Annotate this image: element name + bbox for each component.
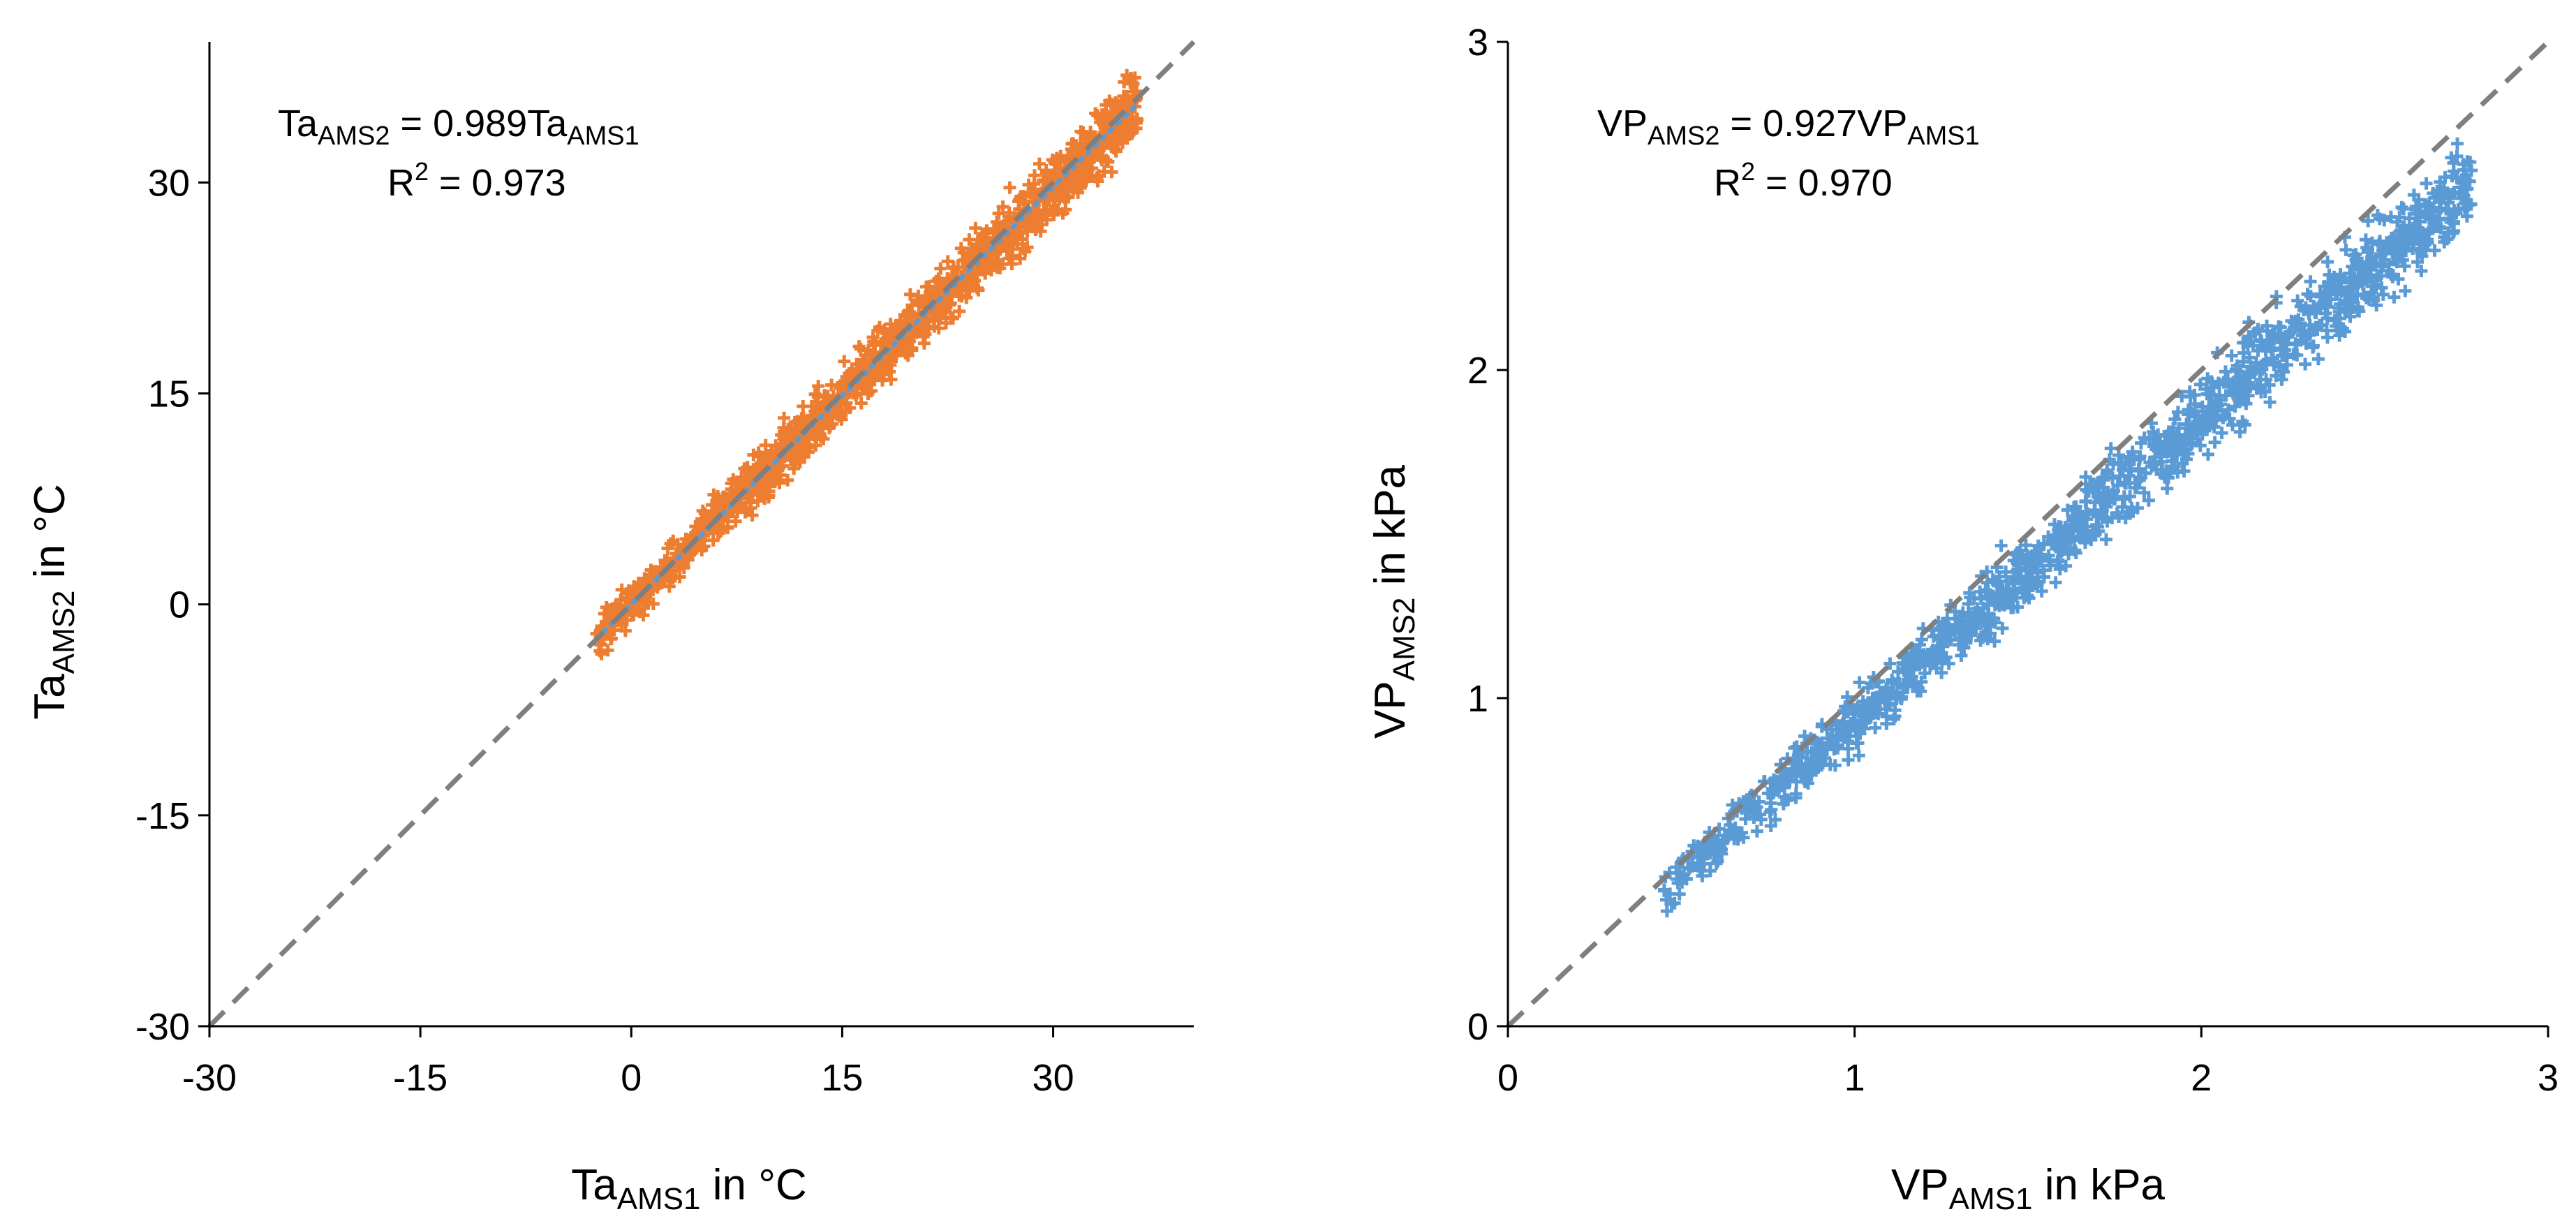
x-axis-label: VPAMS1 in kPa (1891, 1161, 2166, 1216)
x-axis-ticks: 0 1 2 3 (1497, 1026, 2559, 1099)
reference-line-vapor-pressure (1506, 40, 2550, 1028)
equation-annotation: VPAMS2 = 0.927VPAMS1 (1597, 103, 1980, 151)
x-tick-label: 30 (1032, 1057, 1074, 1099)
trendline-temperature (593, 101, 1140, 642)
x-tick-label: 0 (621, 1057, 642, 1099)
x-tick-label: 3 (2538, 1057, 2559, 1099)
reference-line-temperature (207, 40, 1196, 1028)
equation-annotation: TaAMS2 = 0.989TaAMS1 (278, 103, 639, 151)
y-tick-label: -30 (135, 1006, 190, 1048)
y-tick-label: 1 (1467, 678, 1488, 720)
y-tick-label: 15 (148, 373, 190, 415)
x-tick-label: -15 (393, 1057, 447, 1099)
scatter-points-vapor-pressure (1657, 137, 2478, 918)
x-tick-label: 0 (1497, 1057, 1518, 1099)
chart-temperature: -30 -15 0 15 30 -30 -15 0 15 30 TaAMS2 = 0.989Ta… (26, 40, 1196, 1216)
scatter-points-temperature (590, 68, 1143, 660)
r-squared-annotation: R2 = 0.973 (387, 157, 566, 204)
y-axis-ticks: -30 -15 0 15 30 (135, 162, 209, 1048)
x-tick-label: 15 (821, 1057, 863, 1099)
r-squared-annotation: R2 = 0.970 (1714, 157, 1893, 204)
y-axis-ticks: 0 1 2 3 (1467, 22, 1508, 1048)
y-tick-label: 0 (1467, 1006, 1488, 1048)
scatter-marker-set (590, 68, 1143, 660)
y-tick-label: 30 (148, 162, 190, 204)
scatter-marker-set (1657, 137, 2478, 918)
x-axis-ticks: -30 -15 0 15 30 (182, 1026, 1074, 1099)
y-tick-label: 2 (1467, 350, 1488, 392)
y-tick-label: 0 (169, 584, 190, 626)
x-tick-label: 2 (2191, 1057, 2212, 1099)
y-tick-label: -15 (135, 795, 190, 837)
x-tick-label: 1 (1844, 1057, 1865, 1099)
chart-vapor-pressure: 0 1 2 3 0 1 2 3 VPAMS2 = 0.927VPAMS1 R2 = 0.97… (1366, 22, 2559, 1216)
y-axis-label: TaAMS2 in °C (26, 484, 81, 720)
x-tick-label: -30 (182, 1057, 237, 1099)
y-axis-label: VPAMS2 in kPa (1366, 464, 1421, 739)
y-tick-label: 3 (1467, 22, 1488, 64)
x-axis-label: TaAMS1 in °C (571, 1161, 807, 1216)
